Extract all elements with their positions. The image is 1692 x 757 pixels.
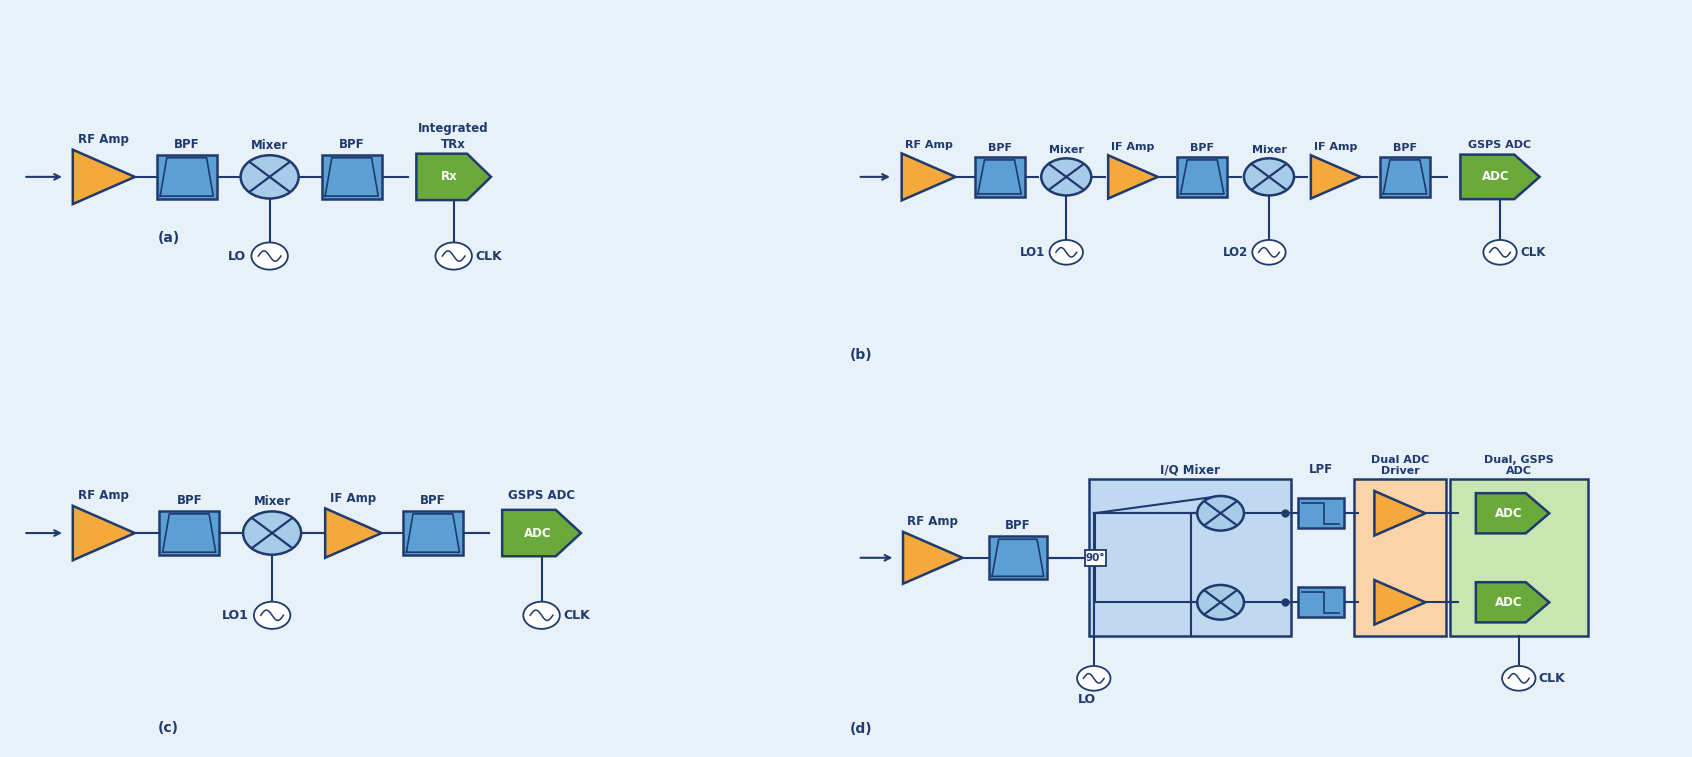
Bar: [1298, 498, 1343, 528]
Bar: [321, 154, 381, 199]
Text: GSPS ADC: GSPS ADC: [1469, 140, 1531, 150]
Text: CLK: CLK: [1538, 671, 1565, 685]
Text: BPF: BPF: [1005, 519, 1030, 532]
Text: IF Amp: IF Amp: [1112, 142, 1154, 152]
Polygon shape: [325, 509, 381, 558]
Polygon shape: [1374, 491, 1425, 535]
Circle shape: [1252, 240, 1286, 265]
Circle shape: [252, 242, 288, 269]
Circle shape: [435, 242, 472, 269]
Text: GSPS ADC: GSPS ADC: [508, 489, 575, 502]
Text: BPF: BPF: [420, 494, 445, 507]
Text: LO1: LO1: [1020, 246, 1046, 259]
Text: LO2: LO2: [1223, 246, 1249, 259]
Bar: [1298, 587, 1343, 617]
Text: CLK: CLK: [563, 609, 591, 621]
Bar: [975, 157, 1025, 197]
Text: BPF: BPF: [176, 494, 201, 507]
Text: RF Amp: RF Amp: [78, 489, 129, 502]
Circle shape: [1078, 666, 1110, 690]
Text: (b): (b): [849, 347, 871, 362]
Text: Rx: Rx: [442, 170, 459, 183]
Circle shape: [1502, 666, 1535, 690]
Text: ADC: ADC: [1482, 170, 1509, 183]
Text: RF Amp: RF Amp: [905, 140, 953, 150]
Text: Dual ADC
Driver: Dual ADC Driver: [1371, 454, 1430, 476]
Text: Mixer: Mixer: [1252, 145, 1286, 154]
Bar: [1178, 157, 1227, 197]
Bar: [1088, 479, 1291, 637]
Text: CLK: CLK: [1519, 246, 1545, 259]
Circle shape: [254, 602, 291, 629]
Polygon shape: [73, 150, 135, 204]
Polygon shape: [1475, 582, 1550, 622]
Text: IF Amp: IF Amp: [330, 491, 376, 505]
Text: Mixer: Mixer: [1049, 145, 1083, 154]
Bar: [1085, 550, 1107, 565]
Text: LPF: LPF: [1308, 463, 1333, 476]
Text: (a): (a): [157, 231, 179, 245]
Bar: [1450, 479, 1587, 637]
Circle shape: [240, 155, 298, 198]
Text: ADC: ADC: [523, 527, 552, 540]
Circle shape: [1484, 240, 1516, 265]
Text: BPF: BPF: [338, 138, 364, 151]
Text: RF Amp: RF Amp: [78, 133, 129, 146]
Bar: [157, 154, 217, 199]
Circle shape: [1198, 496, 1244, 531]
Circle shape: [523, 602, 560, 629]
Bar: [403, 511, 464, 556]
Text: RF Amp: RF Amp: [907, 515, 958, 528]
Text: ADC: ADC: [1494, 506, 1523, 520]
Text: Dual, GSPS
ADC: Dual, GSPS ADC: [1484, 454, 1553, 476]
Bar: [1354, 479, 1445, 637]
Circle shape: [1041, 158, 1091, 195]
Polygon shape: [1460, 154, 1540, 199]
Text: Mixer: Mixer: [254, 495, 291, 508]
Polygon shape: [416, 154, 491, 200]
Text: 90°: 90°: [1086, 553, 1105, 562]
Polygon shape: [1374, 580, 1425, 625]
Circle shape: [1049, 240, 1083, 265]
Text: BPF: BPF: [174, 138, 200, 151]
Text: (d): (d): [849, 722, 871, 737]
Polygon shape: [1475, 493, 1550, 534]
Text: Mixer: Mixer: [250, 139, 288, 151]
Circle shape: [244, 512, 301, 555]
Text: BPF: BPF: [988, 143, 1012, 154]
Polygon shape: [904, 532, 963, 584]
Text: TRx: TRx: [442, 138, 465, 151]
Text: Integrated: Integrated: [418, 122, 489, 135]
Polygon shape: [902, 154, 956, 201]
Polygon shape: [1311, 155, 1360, 198]
Circle shape: [1198, 585, 1244, 619]
Text: ADC: ADC: [1494, 596, 1523, 609]
Bar: [1381, 157, 1430, 197]
Text: CLK: CLK: [475, 250, 503, 263]
Bar: [159, 511, 218, 556]
Text: LO1: LO1: [222, 609, 249, 621]
Text: BPF: BPF: [1393, 143, 1416, 154]
Text: LO: LO: [228, 250, 247, 263]
Polygon shape: [73, 506, 135, 560]
Text: (c): (c): [157, 721, 179, 734]
Polygon shape: [503, 510, 580, 556]
Text: I/Q Mixer: I/Q Mixer: [1161, 463, 1220, 476]
Text: IF Amp: IF Amp: [1315, 142, 1357, 152]
Text: BPF: BPF: [1189, 143, 1215, 154]
Text: LO: LO: [1078, 693, 1096, 706]
Bar: [988, 536, 1047, 579]
Circle shape: [1244, 158, 1294, 195]
Polygon shape: [1108, 155, 1157, 198]
